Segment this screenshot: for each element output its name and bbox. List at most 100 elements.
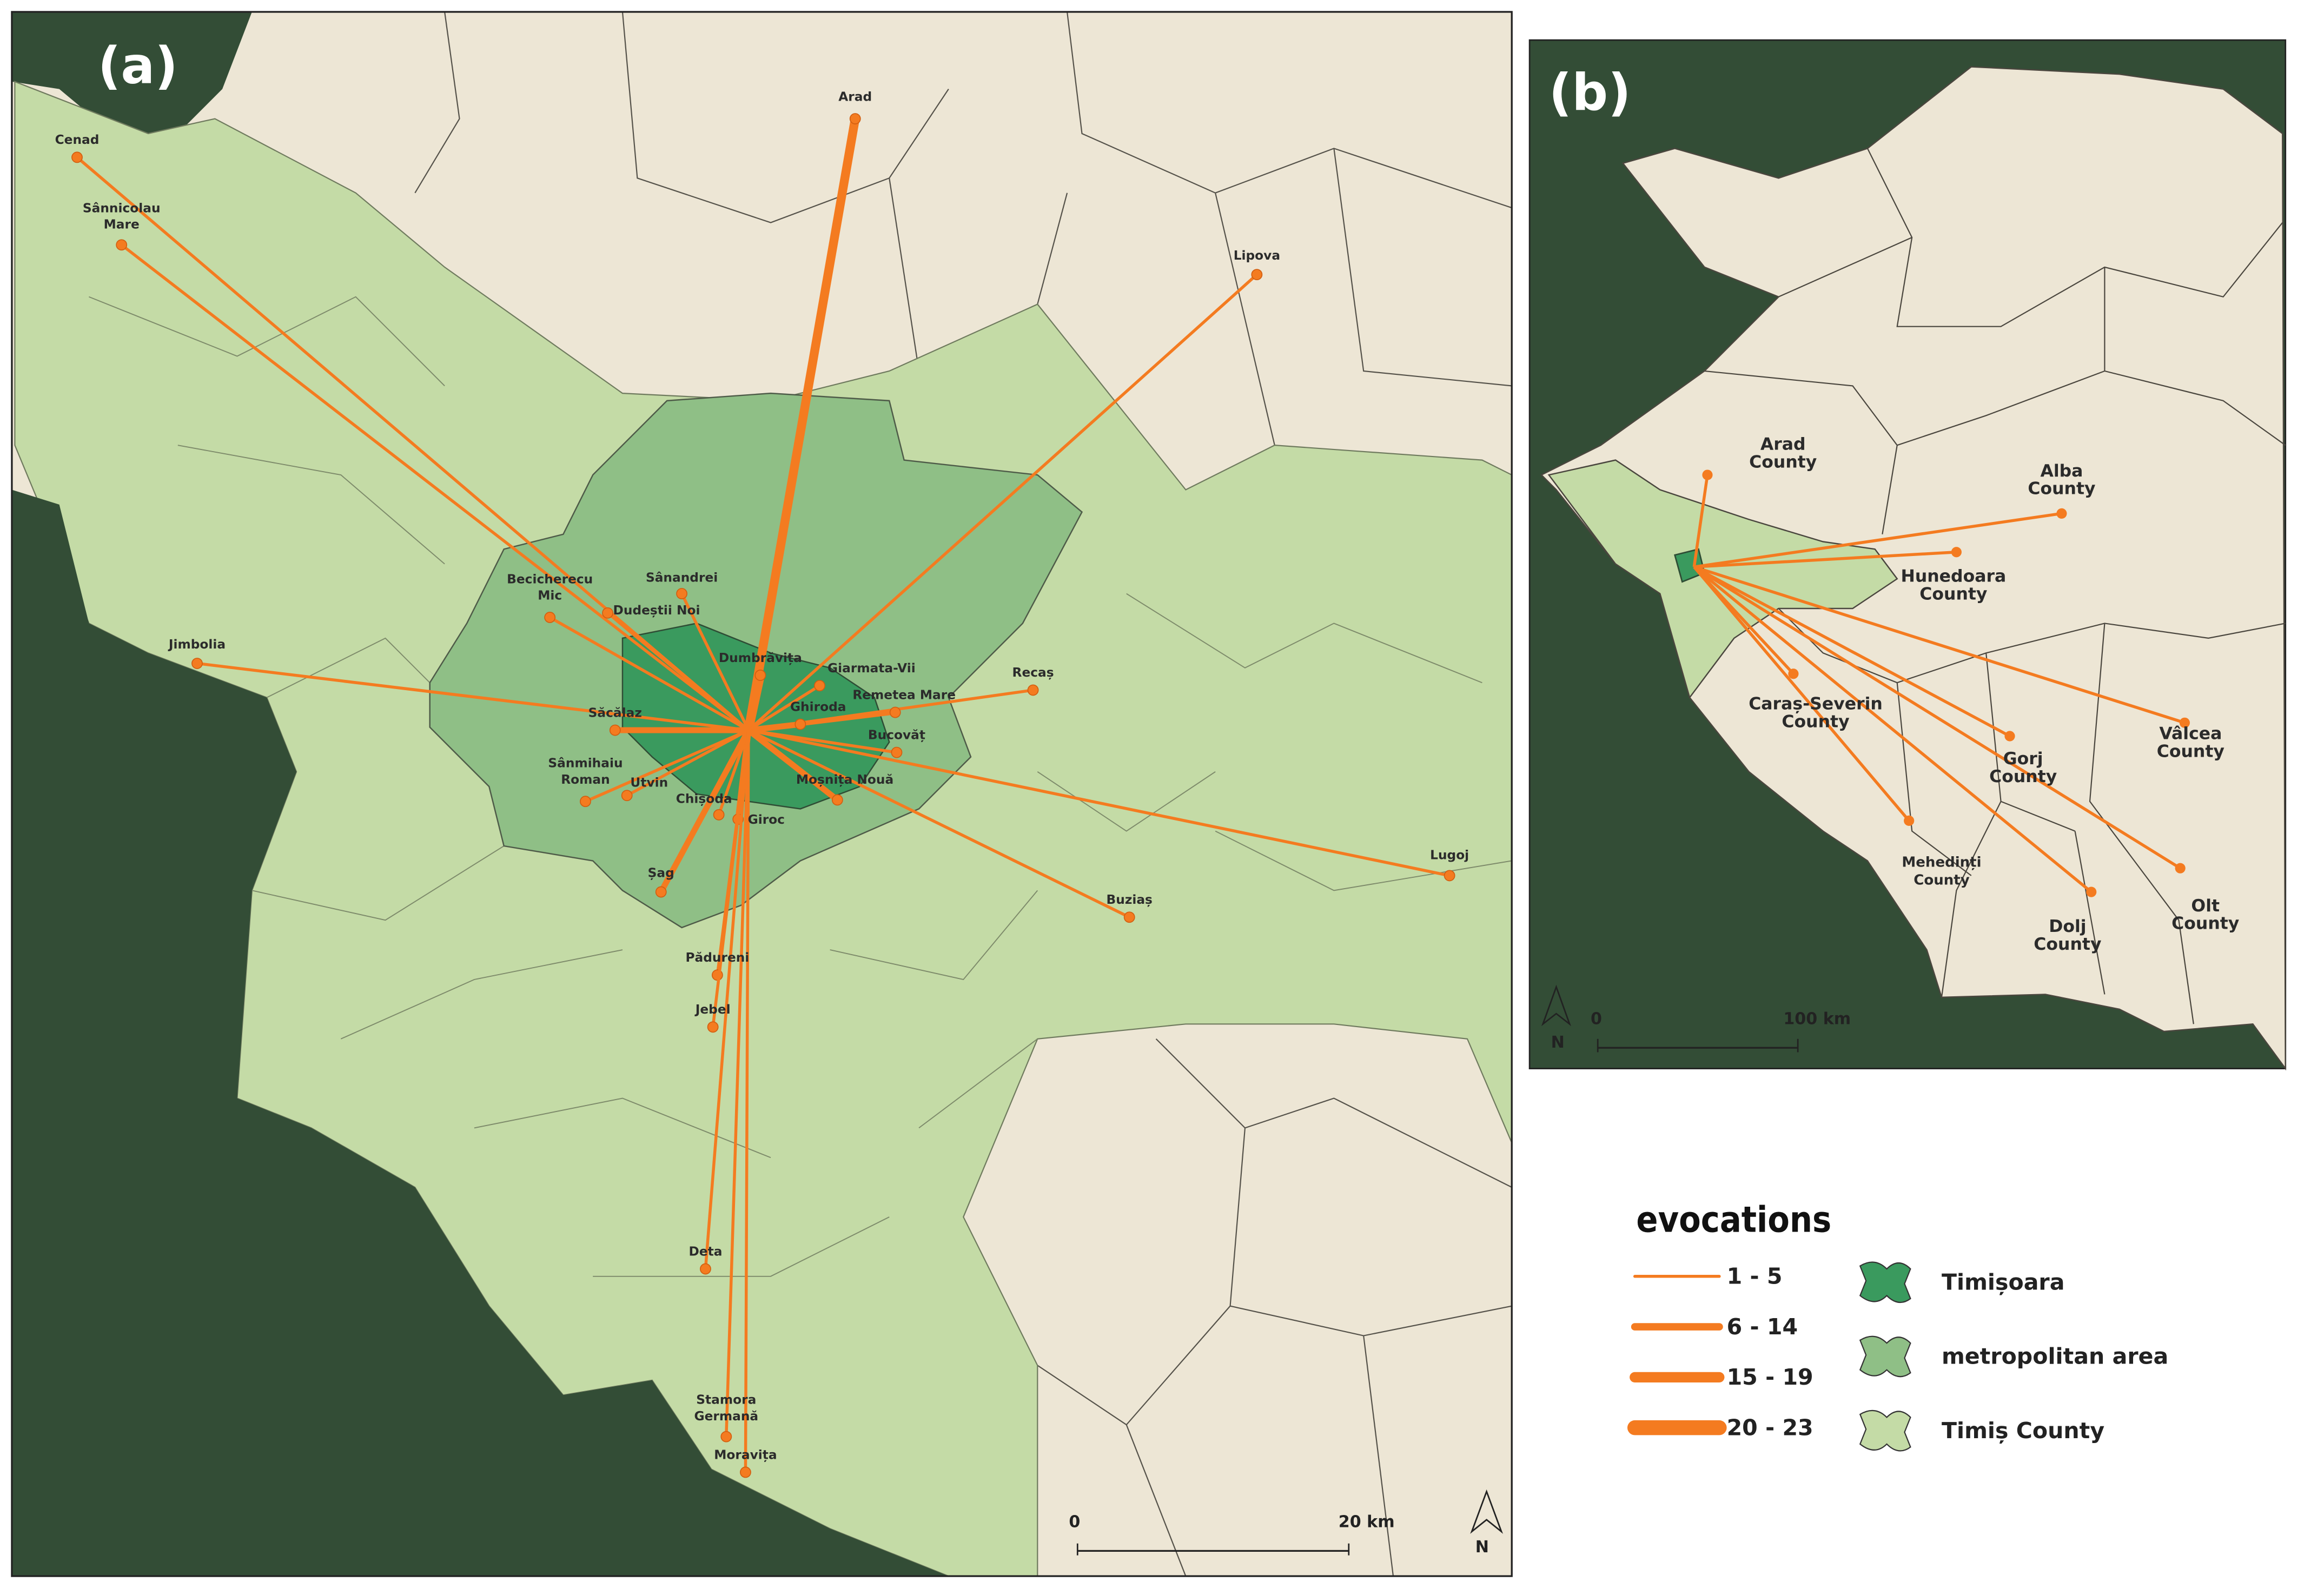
county-label: County <box>1919 585 1987 604</box>
flow-line <box>1693 566 2093 894</box>
flow-line <box>680 592 750 732</box>
place-dot <box>71 151 83 163</box>
place-dot <box>700 1263 711 1275</box>
labels: Arad Cenad Sânnicolau Mare Lipova Sânandrei Be… <box>55 90 2240 1463</box>
county-label: Dolj <box>2049 917 2086 936</box>
flow-line <box>1693 566 1910 822</box>
place-label: Ghiroda <box>790 699 846 714</box>
flow-line <box>1694 551 1957 568</box>
place-label: Germană <box>694 1409 758 1424</box>
county-label: Olt <box>2191 896 2220 916</box>
place-label: Mare <box>104 217 140 232</box>
place-label: Chișoda <box>676 791 732 806</box>
place-label: Becicherecu <box>507 572 593 586</box>
county-label: County <box>1782 712 1849 732</box>
legend-title: evocations <box>1636 1199 1831 1240</box>
place-label: Jebel <box>694 1002 731 1017</box>
legend-label: metropolitan area <box>1942 1344 2168 1369</box>
flow-line <box>747 729 1131 919</box>
place-label: Dudeștii Noi <box>613 603 700 618</box>
legend-swatch <box>1859 1335 1911 1378</box>
outside-area <box>11 489 949 1577</box>
flow-line <box>625 729 750 797</box>
flow-line <box>744 729 750 1474</box>
place-label: Remetea Mare <box>852 687 956 702</box>
place-label: Giarmata-Vii <box>827 661 916 676</box>
place-label: Jimbolia <box>168 637 226 652</box>
place-label: Lugoj <box>1430 848 1469 863</box>
north-label: N <box>1551 1033 1565 1052</box>
legend-label: 1 - 5 <box>1727 1263 1783 1289</box>
flow-line <box>711 729 750 1029</box>
county-boundaries <box>1704 148 2286 1024</box>
flow-line <box>606 611 750 732</box>
county-label: Hunedoara <box>1901 567 2006 586</box>
place-label: Recaș <box>1012 665 1054 680</box>
place-dot <box>544 612 556 623</box>
flow-line <box>658 727 752 895</box>
place-label: Deta <box>688 1244 722 1259</box>
place-dot <box>754 670 766 681</box>
flow-line <box>1693 565 2186 724</box>
legend-swatch <box>1859 1410 1911 1452</box>
county-label: County <box>2034 935 2101 954</box>
legend-label: Timiș County <box>1942 1418 2104 1444</box>
place-label: Moravița <box>714 1447 777 1462</box>
place-label: Mic <box>538 588 562 603</box>
place-label: Dumbrăvița <box>719 651 802 665</box>
place-label: Roman <box>561 772 610 787</box>
flow-line <box>744 671 765 735</box>
flow-line <box>75 156 750 732</box>
north-arrow <box>1541 984 1572 1027</box>
flow-line <box>195 661 750 732</box>
place-label: Pădureni <box>685 950 749 965</box>
county-label: Alba <box>2040 461 2083 481</box>
place-label: Lipova <box>1234 248 1280 263</box>
county-label: Mehedinți <box>1902 854 1981 870</box>
county-label: Arad <box>1760 434 1806 454</box>
place-dot <box>655 886 667 898</box>
scale-label: 0 <box>1069 1512 1080 1531</box>
place-dot <box>1444 870 1455 882</box>
legend: 1 - 5 6 - 14 15 - 19 20 - 23 Timișoara metrop… <box>1627 1261 2168 1452</box>
neighbor-boundaries <box>414 11 1512 1577</box>
panel-a-frame <box>11 11 1513 1577</box>
place-dot <box>580 796 591 808</box>
legend-label: Timișoara <box>1942 1269 2064 1295</box>
panel-label: (a) <box>98 36 178 95</box>
place-dot <box>831 794 843 806</box>
north-arrow <box>1470 1489 1504 1534</box>
county-dot <box>2175 863 2186 874</box>
place-dot <box>602 607 613 619</box>
outside-area <box>11 11 252 163</box>
place-dot <box>707 1021 719 1033</box>
flows <box>71 113 2190 1478</box>
place-dot <box>1027 684 1039 696</box>
county-label: County <box>2171 914 2239 934</box>
flow-line <box>747 273 1259 732</box>
flow-line <box>747 729 1451 877</box>
place-dot <box>1123 911 1135 923</box>
legend-label: 6 - 14 <box>1727 1314 1798 1340</box>
flow-line <box>1693 565 2011 738</box>
county-dot <box>1951 547 1962 558</box>
place-label: Utvin <box>630 775 668 790</box>
timis-county <box>1547 459 1898 699</box>
county-label: County <box>2028 479 2095 499</box>
county-label: Caraș-Severin <box>1749 694 1883 714</box>
flow-line <box>120 243 750 732</box>
place-dot <box>1251 269 1263 281</box>
place-label: Șag <box>648 866 674 881</box>
county-dot <box>1788 669 1799 679</box>
place-dot <box>116 239 128 251</box>
panel-label: (b) <box>1549 63 1631 122</box>
place-dot <box>609 724 621 736</box>
place-dot <box>849 113 861 124</box>
flow-line <box>725 729 750 1438</box>
flow-line <box>548 616 750 732</box>
place-dot <box>889 706 901 718</box>
flow-line <box>1692 474 1709 567</box>
place-label: Stamora <box>696 1393 756 1407</box>
